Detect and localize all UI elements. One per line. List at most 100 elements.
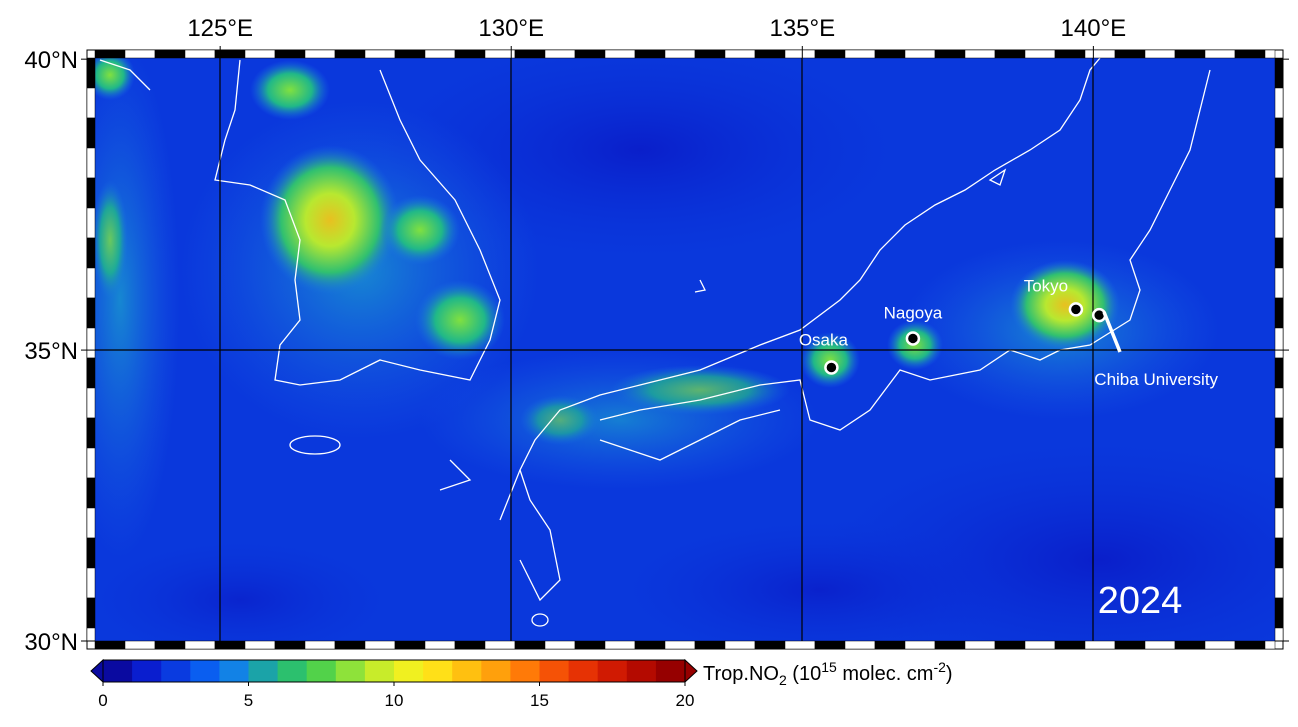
frame-seg-bottom <box>1204 640 1236 650</box>
city-marker <box>905 331 921 346</box>
frame-seg-left <box>86 57 96 89</box>
city-marker <box>1068 302 1084 317</box>
frame-seg-right <box>1274 87 1284 119</box>
colorbar-segment <box>394 660 424 682</box>
city-label: Osaka <box>799 331 849 350</box>
frame-seg-top <box>694 49 726 59</box>
frame-seg-top <box>214 49 246 59</box>
frame-seg-top <box>1024 49 1056 59</box>
frame-seg-right <box>1274 537 1284 569</box>
frame-seg-left <box>86 357 96 389</box>
frame-seg-bottom <box>1234 640 1266 650</box>
colorbar-title: Trop.NO2 (1015 molec. cm-2) <box>703 659 953 688</box>
frame-seg-bottom <box>574 640 606 650</box>
frame-seg-top <box>904 49 936 59</box>
frame-seg-left <box>86 597 96 629</box>
city-marker <box>824 360 839 375</box>
frame-seg-top <box>784 49 816 59</box>
frame-seg-left <box>86 87 96 119</box>
colorbar-segment <box>306 660 337 682</box>
colorbar-segment <box>510 660 540 682</box>
frame-seg-bottom <box>1054 640 1086 650</box>
frame-seg-left <box>86 567 96 599</box>
frame-seg-right <box>1274 237 1284 269</box>
frame-seg-top <box>994 49 1026 59</box>
year-label: 2024 <box>1098 580 1183 622</box>
frame-seg-bottom <box>934 640 966 650</box>
frame-seg-top <box>844 49 876 59</box>
frame-seg-top <box>1204 49 1236 59</box>
frame-seg-top <box>154 49 186 59</box>
colorbar-tick-label: 15 <box>530 691 549 710</box>
frame-seg-bottom <box>94 640 126 650</box>
frame-seg-bottom <box>814 640 846 650</box>
frame-seg-bottom <box>244 640 276 650</box>
frame-seg-bottom <box>1174 640 1206 650</box>
lat-tick-label: 35°N <box>24 338 78 365</box>
frame-seg-top <box>964 49 996 59</box>
frame-seg-bottom <box>304 640 336 650</box>
colorbar-tick-label: 5 <box>244 691 253 710</box>
frame-seg-left <box>86 207 96 239</box>
colorbar-segment <box>132 660 162 682</box>
frame-seg-bottom <box>1144 640 1176 650</box>
frame-seg-bottom <box>154 640 186 650</box>
frame-seg-top <box>664 49 696 59</box>
frame-seg-bottom <box>1114 640 1146 650</box>
frame-seg-top <box>634 49 666 59</box>
frame-seg-top <box>604 49 636 59</box>
frame-seg-right <box>1274 327 1284 359</box>
frame-seg-top <box>274 49 306 59</box>
frame-seg-top <box>244 49 276 59</box>
frame-seg-top <box>514 49 546 59</box>
frame-seg-top <box>574 49 606 59</box>
frame-seg-bottom <box>1024 640 1056 650</box>
frame-seg-left <box>86 237 96 269</box>
frame-seg-left <box>86 387 96 419</box>
frame-seg-top <box>1144 49 1176 59</box>
colorbar-segment <box>568 660 599 682</box>
latitude-labels: 40°N 35°N 30°N <box>24 47 1289 656</box>
frame-seg-bottom <box>544 640 576 650</box>
frame-seg-right <box>1274 627 1284 642</box>
frame-seg-right <box>1274 147 1284 179</box>
colorbar-segment <box>248 660 279 682</box>
graticule <box>95 58 1275 641</box>
colorbar-segment <box>481 660 511 682</box>
frame-seg-top <box>124 49 156 59</box>
colorbar-segment <box>219 660 249 682</box>
frame-seg-right <box>1274 207 1284 239</box>
frame-seg-right <box>1274 297 1284 329</box>
frame-seg-right <box>1274 177 1284 209</box>
frame-seg-top <box>394 49 426 59</box>
frame-seg-bottom <box>454 640 486 650</box>
colorbar-segment <box>626 660 657 682</box>
frame-seg-right <box>1274 567 1284 599</box>
frame-seg-bottom <box>604 640 636 650</box>
frame-seg-bottom <box>964 640 996 650</box>
frame-seg-top <box>1054 49 1086 59</box>
colorbar-segment <box>190 660 220 682</box>
frame-seg-bottom <box>874 640 906 650</box>
frame-seg-right <box>1274 507 1284 539</box>
colorbar-segment <box>655 660 686 682</box>
colorbar-tick-label: 10 <box>385 691 404 710</box>
frame-seg-bottom <box>664 640 696 650</box>
frame-seg-top <box>304 49 336 59</box>
frame-seg-top <box>874 49 906 59</box>
frame-seg-left <box>86 117 96 149</box>
frame-seg-bottom <box>694 640 726 650</box>
lat-tick-label: 30°N <box>24 629 78 656</box>
frame-seg-top <box>544 49 576 59</box>
colorbar-segment <box>364 660 395 682</box>
frame-seg-bottom <box>424 640 456 650</box>
frame-seg-right <box>1274 267 1284 299</box>
frame-seg-bottom <box>364 640 396 650</box>
lon-tick-label: 140°E <box>1061 15 1127 42</box>
frame-seg-bottom <box>274 640 306 650</box>
frame-seg-right <box>1274 447 1284 479</box>
lat-tick-label: 40°N <box>24 47 78 74</box>
frame-seg-top <box>1084 49 1116 59</box>
frame-seg-top <box>1264 49 1276 59</box>
